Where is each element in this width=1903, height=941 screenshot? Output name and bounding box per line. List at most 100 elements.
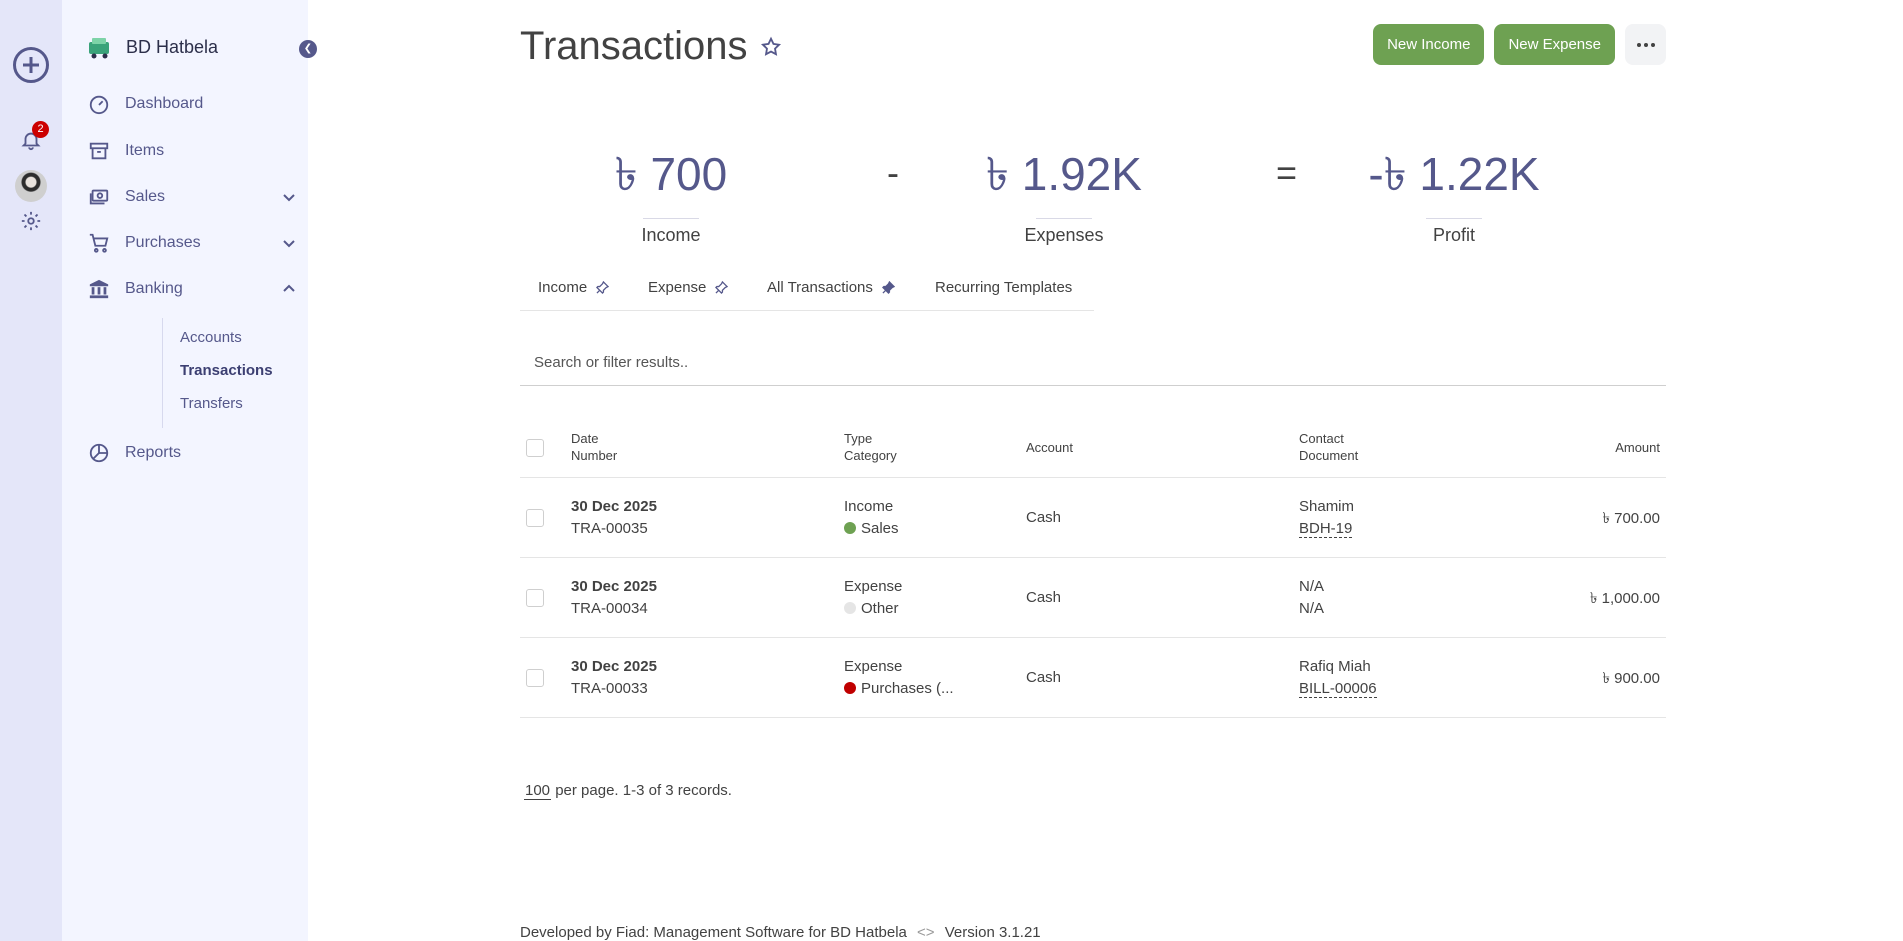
new-income-button[interactable]: New Income: [1373, 24, 1485, 65]
tab-income[interactable]: Income: [538, 279, 610, 296]
row-checkbox[interactable]: [526, 669, 544, 687]
date-number-cell: 30 Dec 2025 TRA-00033: [571, 656, 657, 700]
header-category: Category: [844, 448, 897, 463]
pin-icon[interactable]: [715, 281, 729, 294]
header-contact: Contact: [1299, 431, 1344, 446]
income-value: ৳ 700: [521, 140, 821, 219]
row-date: 30 Dec 2025: [571, 658, 657, 675]
tab-label: Recurring Templates: [935, 279, 1073, 296]
row-checkbox[interactable]: [526, 589, 544, 607]
row-account: Cash: [1026, 589, 1062, 606]
category-color-dot: [844, 602, 856, 614]
star-icon[interactable]: [760, 36, 782, 58]
contact-document-cell: Rafiq Miah BILL-00006: [1299, 656, 1377, 700]
row-category: Other: [861, 600, 899, 617]
avatar[interactable]: [15, 170, 47, 202]
box-icon: [89, 142, 109, 160]
tab-label: Expense: [648, 279, 707, 296]
income-stat[interactable]: ৳ 700 Income: [521, 140, 821, 246]
income-label: Income: [641, 225, 701, 245]
tab-expense[interactable]: Expense: [648, 279, 729, 296]
row-amount: ৳ 900.00: [1602, 670, 1660, 687]
profit-stat[interactable]: -৳ 1.22K Profit: [1304, 140, 1604, 246]
sidebar-item-label: Items: [125, 142, 165, 159]
sidebar-item-banking[interactable]: Banking: [88, 275, 296, 303]
row-document-link[interactable]: BILL-00006: [1299, 680, 1377, 698]
code-icon: <>: [917, 924, 935, 941]
sidebar-subitem-transactions[interactable]: Transactions: [180, 362, 273, 379]
minus-sign: -: [887, 152, 899, 193]
tab-recurring-templates[interactable]: Recurring Templates: [935, 279, 1072, 296]
row-document: N/A: [1299, 600, 1325, 617]
tab-all-transactions[interactable]: All Transactions: [767, 279, 895, 296]
pin-icon[interactable]: [596, 281, 610, 294]
per-page-select[interactable]: 100: [524, 782, 552, 800]
row-amount: ৳ 700.00: [1602, 510, 1660, 527]
column-header-date-number[interactable]: Date Number: [571, 430, 617, 464]
sidebar-item-dashboard[interactable]: Dashboard: [88, 90, 296, 118]
banking-submenu-line: [162, 318, 163, 428]
row-contact: Rafiq Miah: [1299, 658, 1371, 675]
collapse-sidebar-button[interactable]: ❮: [299, 40, 317, 58]
sidebar-subitem-accounts[interactable]: Accounts: [180, 329, 242, 346]
search-bar: [520, 338, 1666, 386]
chevron-up-icon: [283, 284, 295, 292]
column-header-amount[interactable]: Amount: [1615, 440, 1660, 455]
sidebar-item-sales[interactable]: Sales: [88, 183, 296, 211]
sidebar-item-purchases[interactable]: Purchases: [88, 229, 296, 257]
bank-icon: [89, 279, 109, 299]
row-contact: N/A: [1299, 578, 1325, 595]
summary-widget: ৳ 700 Income - ৳ 1.92K Expenses = -৳ 1.2…: [520, 140, 1666, 245]
row-date: 30 Dec 2025: [571, 578, 657, 595]
notification-badge: 2: [32, 121, 49, 138]
header-type: Type: [844, 431, 873, 446]
sidebar-item-label: Purchases: [125, 234, 201, 251]
header-number: Number: [571, 448, 618, 463]
select-all-checkbox[interactable]: [526, 439, 544, 457]
column-header-contact-document[interactable]: Contact Document: [1299, 430, 1358, 464]
header-document: Document: [1299, 448, 1359, 463]
new-expense-button[interactable]: New Expense: [1494, 24, 1615, 65]
row-document-link[interactable]: BDH-19: [1299, 520, 1353, 538]
sidebar-item-reports[interactable]: Reports: [88, 439, 296, 467]
footer-version: Version 3.1.21: [944, 924, 1041, 941]
column-header-type-category[interactable]: Type Category: [844, 430, 897, 464]
pin-filled-icon[interactable]: [881, 281, 895, 294]
company-switcher[interactable]: BD Hatbela: [86, 34, 218, 60]
row-type: Income: [844, 498, 894, 515]
date-number-cell: 30 Dec 2025 TRA-00034: [571, 576, 657, 620]
contact-document-cell: Shamim BDH-19: [1299, 496, 1354, 540]
tab-label: All Transactions: [767, 279, 873, 296]
add-icon[interactable]: [13, 47, 49, 83]
category-color-dot: [844, 522, 856, 534]
expenses-stat[interactable]: ৳ 1.92K Expenses: [914, 140, 1214, 246]
table-row[interactable]: 30 Dec 2025 TRA-00034 Expense Other Cash…: [520, 558, 1666, 638]
page-title-text: Transactions: [520, 24, 748, 68]
table-row[interactable]: 30 Dec 2025 TRA-00033 Expense Purchases …: [520, 638, 1666, 718]
row-amount: ৳ 1,000.00: [1589, 590, 1660, 607]
search-input[interactable]: [520, 338, 1666, 386]
gear-icon[interactable]: [20, 210, 42, 232]
sidebar-item-label: Reports: [125, 444, 182, 461]
sidebar-subitem-transfers[interactable]: Transfers: [180, 395, 243, 412]
row-type: Expense: [844, 578, 903, 595]
tab-label: Income: [538, 279, 588, 296]
equals-sign: =: [1276, 152, 1298, 193]
sidebar-item-label: Dashboard: [125, 95, 204, 112]
row-account: Cash: [1026, 509, 1062, 526]
category-color-dot: [844, 682, 856, 694]
footer-text: Developed by Fiad: Management Software f…: [520, 924, 907, 941]
more-options-button[interactable]: [1625, 24, 1666, 65]
row-checkbox[interactable]: [526, 509, 544, 527]
money-icon: [89, 189, 109, 205]
contact-document-cell: N/A N/A: [1299, 576, 1324, 620]
sidebar-item-items[interactable]: Items: [88, 137, 296, 165]
left-rail: 2: [0, 0, 62, 941]
row-number: TRA-00033: [571, 680, 648, 697]
column-header-account[interactable]: Account: [1026, 440, 1073, 455]
pagination: 100 per page. 1-3 of 3 records.: [524, 782, 732, 800]
type-category-cell: Expense Other: [844, 576, 902, 620]
row-account: Cash: [1026, 669, 1062, 686]
table-row[interactable]: 30 Dec 2025 TRA-00035 Income Sales Cash …: [520, 478, 1666, 558]
type-category-cell: Expense Purchases (...: [844, 656, 954, 700]
